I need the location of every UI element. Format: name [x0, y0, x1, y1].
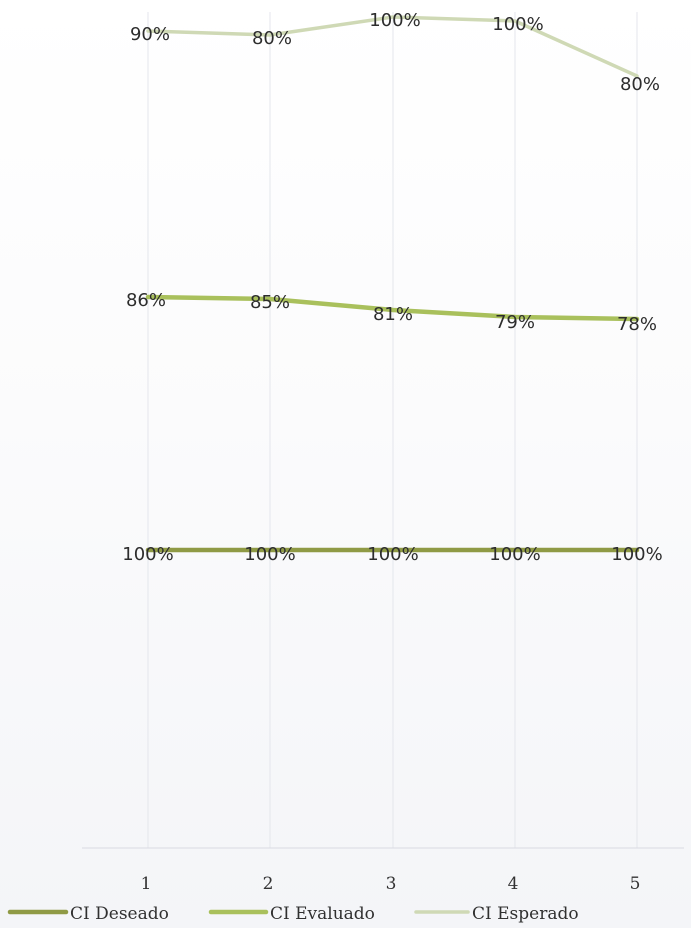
data-label-ci-esperado-1: 90% — [130, 24, 170, 45]
data-label-ci-deseado-2: 100% — [244, 544, 295, 565]
data-label-ci-esperado-3: 100% — [369, 10, 420, 31]
x-tick-label-2: 2 — [263, 874, 274, 894]
legend-label-ci-esperado: CI Esperado — [472, 904, 579, 924]
data-label-ci-esperado-2: 80% — [252, 28, 292, 49]
data-label-ci-evaluado-2: 85% — [250, 292, 290, 313]
x-tick-label-3: 3 — [386, 874, 397, 894]
data-label-ci-evaluado-5: 78% — [617, 314, 657, 335]
data-label-ci-deseado-3: 100% — [367, 544, 418, 565]
legend-label-ci-evaluado: CI Evaluado — [270, 904, 375, 924]
data-label-ci-deseado-1: 100% — [122, 544, 173, 565]
data-label-ci-evaluado-4: 79% — [495, 312, 535, 333]
data-label-ci-esperado-4: 100% — [492, 14, 543, 35]
x-tick-label-1: 1 — [141, 874, 152, 894]
data-label-ci-deseado-4: 100% — [489, 544, 540, 565]
data-label-ci-esperado-5: 80% — [620, 74, 660, 95]
legend-label-ci-deseado: CI Deseado — [70, 904, 169, 924]
data-label-ci-evaluado-1: 86% — [126, 290, 166, 311]
series-line-ci-evaluado — [145, 294, 640, 322]
data-label-ci-deseado-5: 100% — [611, 544, 662, 565]
series-line-ci-esperado — [146, 15, 639, 78]
x-tick-label-5: 5 — [630, 874, 641, 894]
x-tick-label-4: 4 — [508, 874, 519, 894]
data-label-ci-evaluado-3: 81% — [373, 304, 413, 325]
